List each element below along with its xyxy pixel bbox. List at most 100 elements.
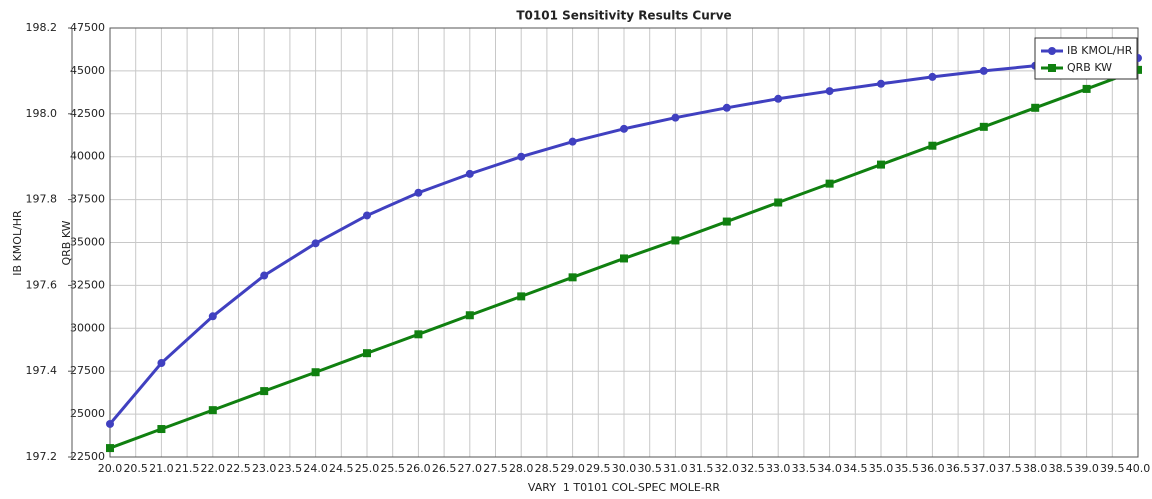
data-point [208,312,217,321]
data-point [363,349,371,358]
data-point [825,87,834,96]
data-point [928,141,937,150]
x-tick-label: 22.0 [201,462,226,475]
y-tick-label: 197.6 [26,278,58,291]
x-tick-label: 32.0 [715,462,740,475]
y2-tick-label: 47500 [70,21,105,34]
x-tick-label: 36.0 [920,462,945,475]
y2-tick-label: 22500 [70,450,105,463]
x-tick-label: 33.5 [792,462,817,475]
data-point [1134,65,1142,74]
x-tick-label: 32.5 [740,462,765,475]
data-point [260,387,269,396]
data-point [877,160,885,169]
legend-marker [1048,64,1056,72]
data-point [568,137,577,146]
x-tick-label: 34.5 [843,462,868,475]
data-point [979,122,988,131]
y2-tick-label: 27500 [70,364,105,377]
data-point [260,271,269,280]
x-tick-label: 25.0 [355,462,380,475]
y2-tick-label: 32500 [70,278,105,291]
data-point [671,113,680,122]
data-point [620,124,628,133]
data-point [106,444,114,453]
x-tick-label: 37.0 [972,462,997,475]
x-tick-label: 26.0 [406,462,431,475]
x-tick-label: 21.0 [149,462,174,475]
data-point [414,188,423,197]
y-tick-label: 197.4 [26,364,58,377]
data-point [1082,84,1091,93]
x-tick-label: 39.5 [1100,462,1125,475]
data-point [208,406,217,415]
y2-tick-label: 42500 [70,107,105,120]
x-tick-label: 30.0 [612,462,637,475]
data-point [825,179,834,188]
x-tick-label: 31.0 [663,462,688,475]
data-point [465,311,474,320]
x-tick-label: 36.5 [946,462,971,475]
data-point [928,72,937,81]
plot-frame [109,27,1139,458]
data-point [671,236,680,245]
chart-title: T0101 Sensitivity Results Curve [516,9,731,23]
x-tick-label: 33.0 [766,462,791,475]
x-tick-label: 39.0 [1074,462,1099,475]
x-tick-label: 23.5 [278,462,303,475]
x-tick-label: 29.5 [586,462,611,475]
x-tick-label: 20.0 [98,462,123,475]
y-tick-label: 198.2 [26,21,58,34]
y2-tick-label: 35000 [70,236,105,249]
y2-tick-label: 37500 [70,193,105,206]
x-tick-label: 27.5 [483,462,508,475]
x-axis-label: VARY 1 T0101 COL-SPEC MOLE-RR [528,481,721,494]
x-tick-label: 22.5 [226,462,251,475]
x-tick-label: 38.0 [1023,462,1048,475]
y-tick-label: 197.2 [26,450,58,463]
data-point [414,330,423,339]
data-point [363,211,371,220]
data-point [106,419,114,428]
x-tick-label: 26.5 [432,462,457,475]
data-point [157,425,166,434]
y2-tick-label: 45000 [70,64,105,77]
y2-tick-label: 25000 [70,407,105,420]
legend-label: IB KMOL/HR [1067,44,1133,57]
data-point [979,66,988,75]
data-point [620,254,628,263]
x-tick-label: 37.5 [997,462,1022,475]
data-point [517,152,526,161]
data-point [311,239,320,248]
data-point [1031,103,1040,112]
y2-tick-label: 40000 [70,150,105,163]
data-point [465,169,474,178]
x-tick-label: 38.5 [1049,462,1074,475]
x-tick-label: 28.0 [509,462,534,475]
data-point [722,103,731,112]
data-point [877,79,885,88]
x-tick-label: 31.5 [689,462,714,475]
x-tick-label: 23.0 [252,462,277,475]
y2-axis-label: QRB KW [60,220,73,265]
legend-marker [1048,47,1056,55]
x-tick-label: 21.5 [175,462,200,475]
legend-label: QRB KW [1067,61,1112,74]
x-tick-label: 29.0 [560,462,585,475]
x-tick-label: 30.5 [637,462,662,475]
y2-tick-label: 30000 [70,321,105,334]
x-tick-label: 24.0 [303,462,328,475]
x-tick-label: 27.0 [458,462,483,475]
x-tick-label: 35.5 [894,462,919,475]
data-point [774,94,783,103]
data-point [157,359,166,368]
x-tick-label: 40.0 [1126,462,1151,475]
x-tick-label: 34.0 [817,462,842,475]
x-tick-label: 35.0 [869,462,894,475]
x-tick-label: 25.5 [380,462,405,475]
y-tick-label: 197.8 [26,193,58,206]
x-tick-label: 28.5 [535,462,560,475]
data-point [774,198,783,207]
